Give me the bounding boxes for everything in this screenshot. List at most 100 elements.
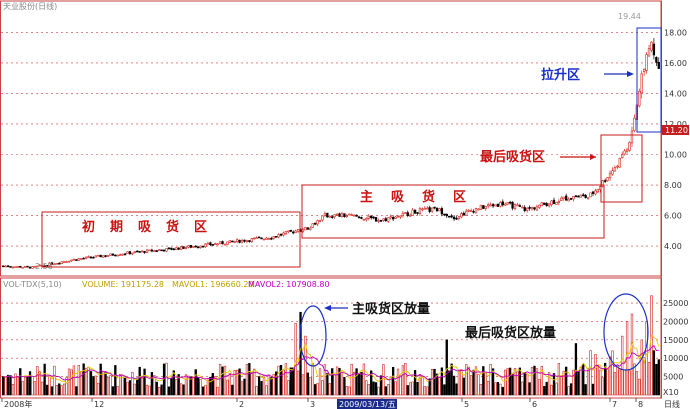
volume-bar	[257, 376, 261, 396]
candle-body	[262, 238, 266, 241]
main-accumulation-label: 主吸货区	[360, 189, 484, 205]
candle-body	[201, 245, 205, 248]
volume-bar	[582, 363, 585, 396]
volume-bar	[158, 386, 161, 396]
x-tick-label: 2008年	[4, 399, 32, 409]
pull-up-arrow	[604, 71, 634, 77]
price-grid	[1, 32, 661, 247]
candle-body	[238, 239, 241, 243]
volume-bar	[277, 365, 280, 396]
volume-bar	[9, 375, 12, 396]
volume-bar	[616, 364, 619, 396]
candle-body	[218, 241, 222, 245]
volume-bar	[650, 295, 653, 396]
volume-bar	[565, 366, 568, 396]
candle-body	[565, 195, 568, 201]
candle-body	[101, 255, 105, 258]
candle-body	[206, 242, 210, 245]
volume-bar	[367, 384, 370, 396]
volume-bar	[506, 368, 509, 396]
x-tick-label: 7	[612, 400, 617, 409]
candle-body	[109, 253, 112, 256]
candle-body	[284, 231, 288, 235]
volume-bar	[504, 369, 507, 396]
candle-body	[501, 201, 504, 206]
volume-bar	[467, 366, 470, 396]
volume-bar	[301, 374, 305, 396]
volume-bar	[197, 377, 200, 396]
volume-bar	[435, 373, 439, 396]
candle-body	[92, 256, 95, 259]
candle-body	[158, 249, 161, 252]
candle-body	[421, 208, 424, 211]
volume-bar	[411, 381, 414, 396]
candle-body	[467, 210, 470, 212]
candle-body	[611, 170, 614, 175]
volume-bar	[245, 363, 249, 396]
volume-bar	[594, 353, 597, 396]
candle-body	[418, 208, 422, 214]
candle-body	[606, 177, 609, 181]
candle-body	[465, 210, 468, 216]
candle-body	[338, 213, 341, 217]
volume-bar	[396, 368, 400, 396]
candle-body	[462, 212, 465, 216]
volume-bar	[540, 365, 543, 396]
volume-bar	[316, 382, 319, 396]
volume-bar	[223, 365, 227, 396]
volume-bar	[92, 376, 95, 396]
candle-body	[155, 250, 158, 252]
volume-bar	[613, 372, 617, 396]
candle-body	[277, 234, 280, 238]
candle-body	[216, 243, 219, 246]
volume-bar	[287, 380, 290, 396]
candle-body	[116, 254, 119, 257]
volume-tick-label: 10000	[663, 354, 688, 363]
candle-body	[294, 230, 297, 234]
candle-body	[282, 232, 285, 236]
volume-bar	[355, 368, 358, 396]
candle-body	[572, 196, 575, 200]
volume-series	[2, 295, 660, 396]
candle-body	[579, 194, 582, 198]
candle-body	[406, 212, 409, 216]
candle-body	[511, 201, 514, 209]
volume-bar	[101, 371, 105, 396]
volume-bar	[389, 376, 392, 396]
stock-title: 天业股份(日线)	[3, 1, 57, 11]
volume-bar	[457, 369, 461, 396]
volume-bar	[428, 378, 431, 396]
volume-bar	[50, 386, 54, 396]
mavol2-value: MAVOL2: 107908.80	[248, 280, 330, 289]
x-axis: 2008年122345678	[1, 398, 643, 409]
candle-body	[292, 231, 295, 234]
volume-bar	[248, 363, 251, 396]
candle-body	[255, 237, 258, 239]
volume-bar	[238, 368, 241, 396]
volume-bar	[589, 350, 592, 396]
volume-bar	[201, 386, 205, 396]
volume-bar	[533, 365, 536, 396]
volume-bar	[260, 381, 263, 396]
volume-tick-label: 15000	[663, 336, 688, 345]
final-accumulation-box	[600, 134, 643, 203]
volume-bar	[604, 362, 607, 396]
volume-bar	[560, 375, 563, 396]
current-price-tag	[662, 125, 689, 135]
candle-body	[99, 254, 102, 258]
candle-body	[236, 239, 239, 243]
volume-bar	[311, 363, 314, 396]
volume-bar	[343, 377, 346, 396]
volume-bar	[469, 375, 473, 396]
volume-bar	[199, 379, 202, 396]
final-volume-label: 最后吸货区放量	[465, 325, 556, 341]
mavol1-line	[3, 334, 660, 384]
volume-bar	[562, 370, 565, 396]
indicator-name: VOL-TDX(5,10)	[3, 280, 62, 289]
volume-bar	[119, 373, 122, 396]
candle-body	[491, 204, 495, 207]
high-price-marker: 19.44	[618, 12, 641, 21]
main-volume-circle	[299, 305, 327, 367]
final-accumulation-label: 最后吸货区	[480, 149, 545, 165]
candle-body	[119, 254, 122, 256]
